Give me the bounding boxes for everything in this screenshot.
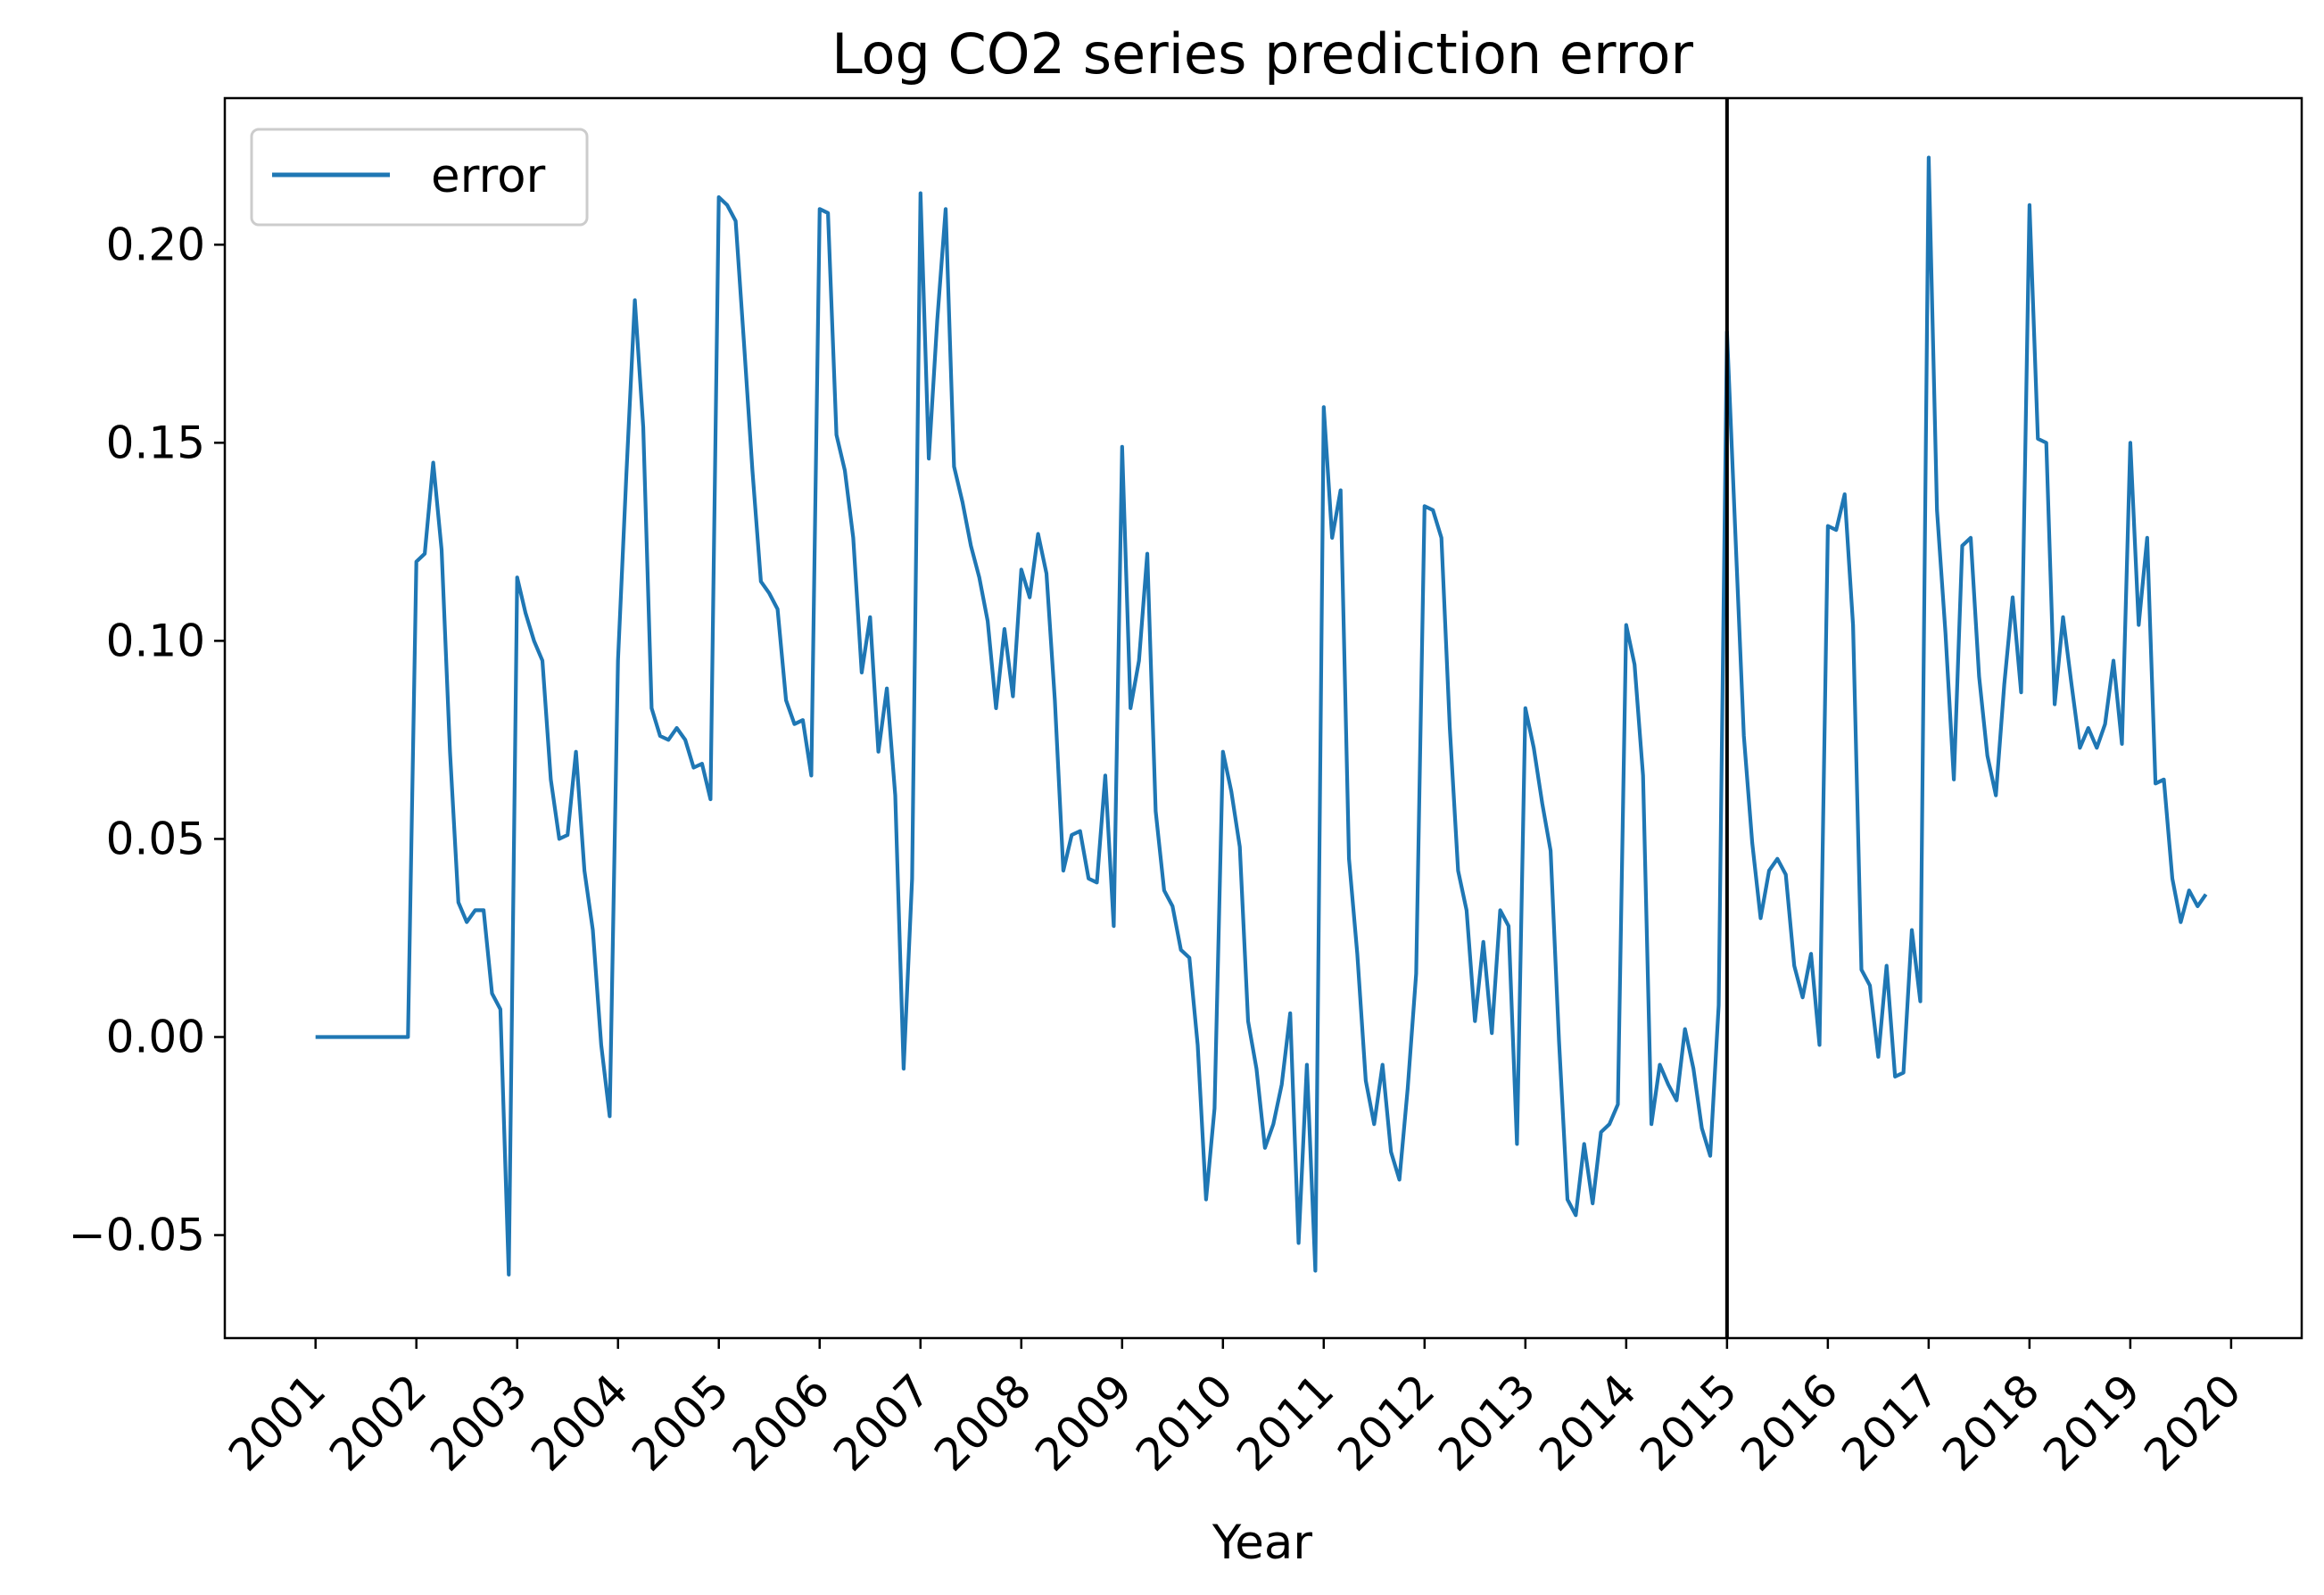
legend: error — [250, 128, 589, 227]
axes-frame — [223, 96, 2303, 1340]
y-axis: 0.20 0.15 0.10 0.05 0.00 −0.05 — [69, 219, 225, 1261]
y-tick-label: −0.05 — [69, 1210, 205, 1261]
legend-box — [250, 128, 589, 227]
legend-label-error: error — [431, 149, 546, 203]
y-tick-label: 0.00 — [106, 1011, 205, 1062]
plot-area — [223, 96, 2303, 1340]
series-line-error — [315, 155, 2208, 1277]
y-tick-label: 0.20 — [106, 219, 205, 270]
chart-title: Log CO2 series prediction error — [831, 21, 1693, 87]
y-tick-label: 0.05 — [106, 813, 205, 864]
y-tick-label: 0.15 — [106, 417, 205, 468]
x-axis-label: Year — [1212, 1516, 1312, 1570]
y-tick-label: 0.10 — [106, 615, 205, 666]
